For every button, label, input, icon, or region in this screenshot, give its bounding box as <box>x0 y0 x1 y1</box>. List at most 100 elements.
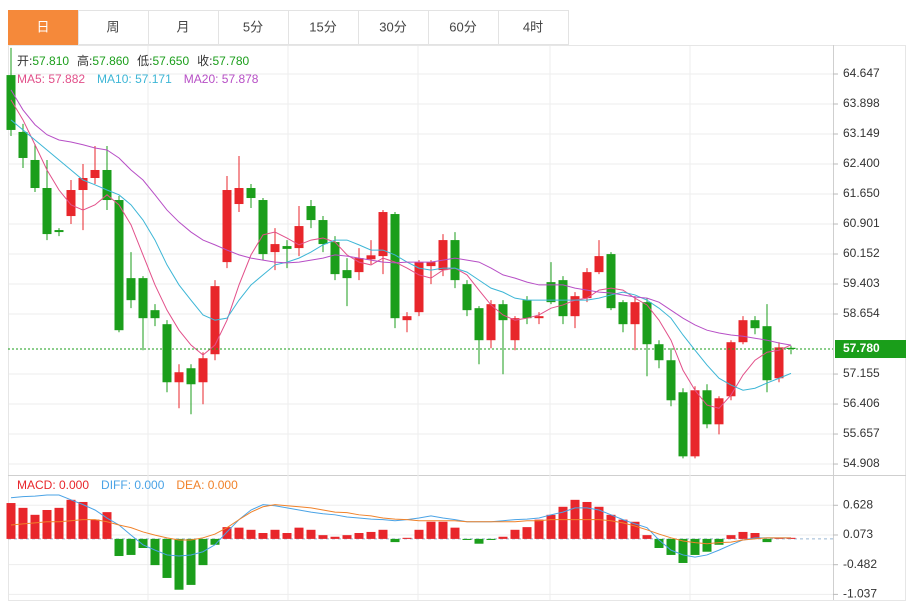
tab-label[interactable]: 30分 <box>379 19 406 34</box>
macd-bar <box>606 514 616 539</box>
macd-bar <box>102 512 112 539</box>
legend-entry: MACD: 0.000 <box>17 478 89 492</box>
tab[interactable]: 周 <box>78 10 149 45</box>
y-tick-label: 58.654 <box>843 306 880 320</box>
candle-body <box>78 178 88 191</box>
macd-bar <box>510 529 520 539</box>
tab-label[interactable]: 15分 <box>309 19 336 34</box>
macd-bar <box>402 537 412 539</box>
macd-bar <box>54 507 64 539</box>
legend-entry: MA20: 57.878 <box>184 72 259 86</box>
y-tick-label: -0.482 <box>843 557 877 571</box>
tab-label[interactable]: 月 <box>176 19 189 34</box>
candle-body <box>246 188 256 199</box>
macd-bar <box>78 501 88 539</box>
tab-background[interactable] <box>148 10 219 45</box>
candle-body <box>90 169 100 179</box>
info-label: 低: <box>137 54 152 68</box>
macd-bar <box>270 529 280 539</box>
tab-label[interactable]: 4时 <box>523 19 543 34</box>
macd-bar <box>390 538 400 543</box>
macd-bar <box>654 538 664 548</box>
info-label: 收: <box>197 54 212 68</box>
candle-body <box>498 304 508 321</box>
macd-bar <box>462 538 472 540</box>
macd-bar <box>138 538 148 548</box>
candle-body <box>162 324 172 383</box>
macd-line <box>10 494 791 558</box>
macd-bar <box>474 538 484 544</box>
candle-body <box>234 188 244 205</box>
y-tick-label: 63.898 <box>843 96 880 110</box>
tab[interactable]: 月 <box>148 10 219 45</box>
candle-body <box>222 190 232 263</box>
candle-body <box>366 255 376 260</box>
macd-bar <box>330 536 340 539</box>
tab-background[interactable] <box>288 10 359 45</box>
macd-bar <box>318 535 328 539</box>
candle-body <box>570 296 580 317</box>
macd-bar <box>666 538 676 555</box>
tab-background[interactable] <box>78 10 149 45</box>
candle-body <box>306 206 316 221</box>
candle-body <box>750 320 760 329</box>
candle-body <box>138 278 148 319</box>
tab-label[interactable]: 5分 <box>243 19 263 34</box>
candle-body <box>486 304 496 341</box>
last-price-label: 57.780 <box>843 341 880 355</box>
macd-bar <box>774 537 784 539</box>
tab[interactable]: 15分 <box>288 10 359 45</box>
candle-body <box>18 131 28 158</box>
candle-body <box>54 230 64 233</box>
macd-bar <box>378 529 388 539</box>
candle-body <box>534 316 544 319</box>
candle-body <box>30 159 40 189</box>
tab[interactable]: 30分 <box>358 10 429 45</box>
macd-bar <box>30 514 40 539</box>
macd-bar <box>546 514 556 539</box>
legend-entry: DEA: 0.000 <box>176 478 238 492</box>
macd-bar <box>90 519 100 539</box>
macd-bar <box>162 538 172 578</box>
tab-background[interactable] <box>498 10 569 45</box>
macd-bar <box>690 538 700 555</box>
tab[interactable]: 60分 <box>428 10 499 45</box>
y-tick-label: 62.400 <box>843 156 880 170</box>
last-price-tag <box>835 340 906 359</box>
macd-bar <box>738 531 748 539</box>
macd-bar <box>762 538 772 543</box>
legend-entry: MA5: 57.882 <box>17 72 85 86</box>
candle-body <box>402 316 412 321</box>
macd-bar <box>714 538 724 545</box>
candle-body <box>666 360 676 401</box>
macd-bar <box>246 529 256 539</box>
y-tick-label: 55.657 <box>843 426 880 440</box>
tab[interactable]: 日 <box>8 10 79 45</box>
tab-label[interactable]: 周 <box>106 19 119 34</box>
tab-label[interactable]: 日 <box>36 19 49 34</box>
tab[interactable]: 5分 <box>218 10 289 45</box>
candle-body <box>558 280 568 317</box>
macd-bar <box>582 501 592 539</box>
macd-bar <box>678 538 688 563</box>
candle-body <box>630 302 640 325</box>
tab-label[interactable]: 60分 <box>449 19 476 34</box>
info-value: 57.860 <box>92 54 129 68</box>
candle-body <box>150 310 160 319</box>
macd-bar <box>294 527 304 539</box>
candle-body <box>294 226 304 249</box>
macd-bar <box>750 533 760 539</box>
macd-bar <box>18 507 28 539</box>
tab-background[interactable] <box>8 10 79 45</box>
candle-body <box>282 246 292 249</box>
candle-body <box>510 318 520 341</box>
macd-bar <box>234 527 244 539</box>
candle-body <box>546 282 556 303</box>
y-tick-label: 0.073 <box>843 527 873 541</box>
candle-body <box>426 262 436 267</box>
tab[interactable]: 4时 <box>498 10 569 45</box>
candle-body <box>450 240 460 281</box>
macd-bar <box>630 521 640 539</box>
y-tick-label: 57.155 <box>843 366 880 380</box>
macd-bar <box>6 503 16 539</box>
